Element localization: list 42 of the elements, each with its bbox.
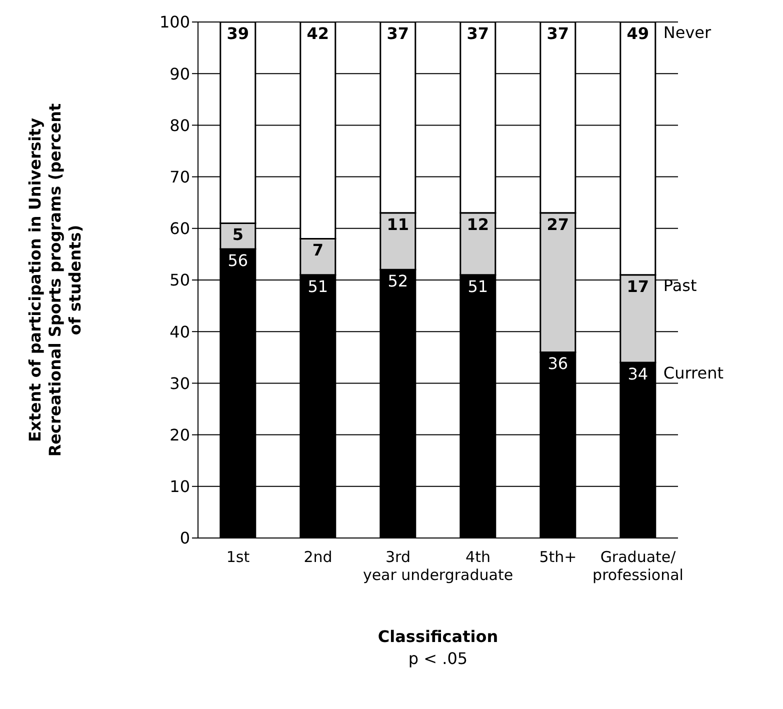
data-label: 39	[226, 24, 250, 43]
y-tick-label: 60	[170, 219, 190, 238]
x-tick-label: Graduate/professional	[592, 548, 684, 584]
data-label: 34	[628, 364, 648, 384]
data-label: 37	[466, 24, 490, 43]
data-label: 5	[232, 225, 244, 244]
x-tick-label: 5th+	[539, 548, 577, 566]
data-label: 7	[312, 240, 324, 260]
x-axis-title: Classification	[376, 626, 500, 648]
data-label: 36	[548, 354, 568, 374]
data-label: 42	[306, 24, 330, 43]
y-tick-label: 90	[170, 64, 190, 84]
y-tick-label: 80	[170, 116, 190, 135]
data-label: 12	[466, 214, 490, 234]
y-tick-label: 10	[170, 477, 190, 496]
data-label: 37	[386, 24, 410, 43]
x-tick-label: 2nd	[304, 548, 332, 566]
text: p < .05	[407, 648, 469, 670]
x-tick-label: 3rd	[386, 548, 410, 566]
text: year undergraduate	[362, 566, 514, 584]
data-label: 27	[546, 214, 570, 234]
data-label: 52	[388, 272, 408, 291]
series-label: Past	[663, 276, 697, 295]
x-tick-label: 4th	[466, 548, 490, 566]
series-label: Never	[663, 23, 712, 42]
y-tick-label: 20	[170, 425, 190, 444]
data-label: 11	[386, 214, 410, 234]
y-tick-label: 0	[180, 528, 190, 548]
y-tick-label: 70	[170, 167, 190, 186]
data-label: 56	[228, 251, 248, 270]
series-label: Current	[663, 364, 724, 383]
data-label: 17	[626, 276, 650, 296]
data-label: 51	[308, 276, 328, 296]
data-label: 49	[626, 24, 650, 43]
y-tick-label: 30	[170, 374, 190, 393]
y-tick-label: 100	[159, 12, 190, 32]
data-label: 51	[468, 276, 488, 296]
y-tick-label: 40	[170, 322, 190, 342]
data-label: 37	[546, 24, 570, 43]
y-tick-label: 50	[170, 270, 190, 290]
y-axis-title: Extent of participation in University Recreational Sports programs (percent of students)	[26, 103, 86, 457]
x-tick-label: 1st	[226, 548, 250, 566]
